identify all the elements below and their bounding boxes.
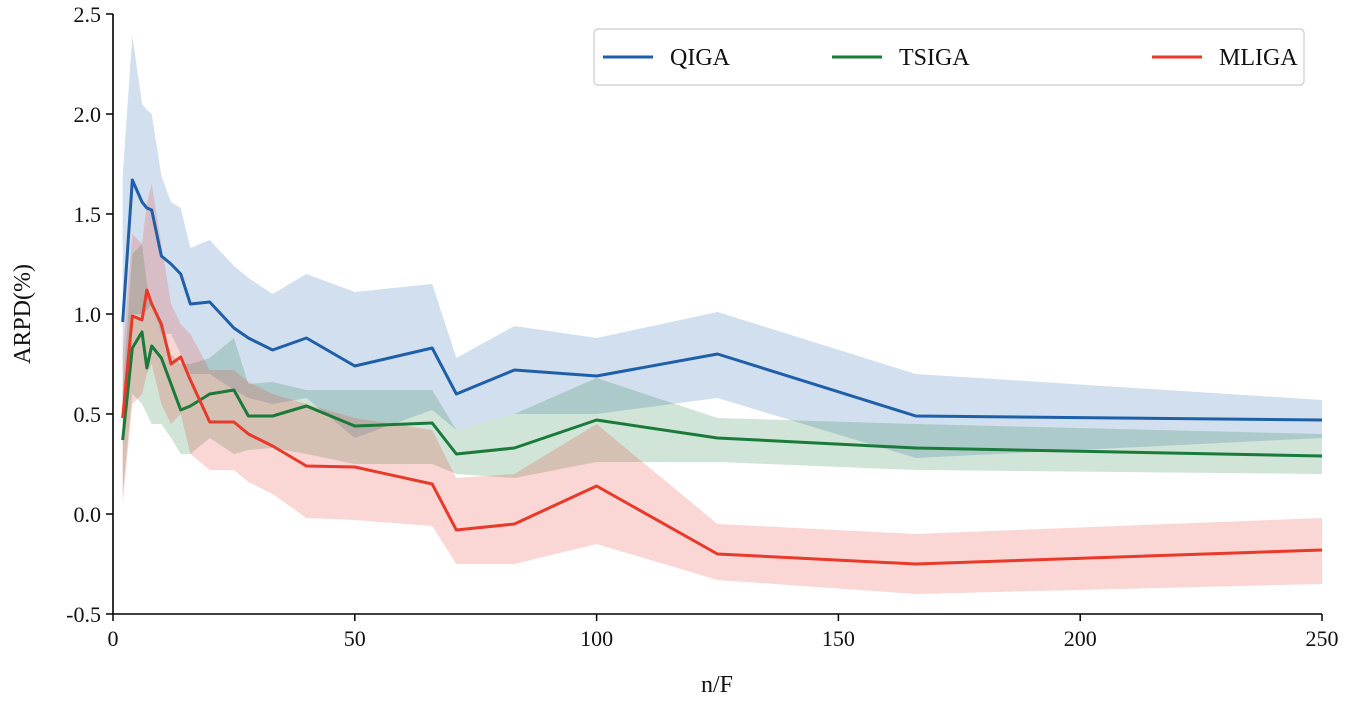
legend-box — [593, 28, 1305, 86]
mliga-line — [121, 288, 1323, 566]
y-tick-label: 2.0 — [74, 102, 102, 127]
legend-label: MLIGA — [1219, 45, 1298, 71]
legend-label: QIGA — [670, 45, 731, 71]
y-tick-label: 2.5 — [74, 2, 102, 27]
legend-item-qiga: QIGA — [603, 45, 731, 71]
x-tick-label: 100 — [580, 626, 613, 651]
confidence-bands — [122, 36, 1322, 594]
y-tick-label: -0.5 — [66, 602, 101, 627]
x-tick-label: 50 — [344, 626, 366, 651]
x-ticks: 0 50 100 150 200 250 — [108, 614, 1339, 651]
x-tick-label: 0 — [108, 626, 119, 651]
y-tick-label: 1.0 — [74, 302, 102, 327]
x-tick-label: 150 — [822, 626, 855, 651]
series-lines — [121, 178, 1323, 566]
qiga-band — [122, 36, 1322, 458]
x-axis-label: n/F — [701, 672, 733, 698]
y-tick-label: 0.5 — [74, 402, 102, 427]
y-axis-label: ARPD(%) — [10, 264, 36, 364]
y-tick-label: 0.0 — [74, 502, 102, 527]
mliga-band — [122, 184, 1322, 594]
legend-label: TSIGA — [899, 45, 970, 71]
x-tick-label: 250 — [1306, 626, 1339, 651]
x-tick-label: 200 — [1064, 626, 1097, 651]
y-ticks: -0.5 0.0 0.5 1.0 1.5 2.0 2.5 — [66, 2, 113, 627]
legend: QIGA TSIGA MLIGA — [593, 28, 1305, 86]
y-tick-label: 1.5 — [74, 202, 102, 227]
tsiga-band — [122, 244, 1322, 494]
legend-item-mliga: MLIGA — [1152, 45, 1298, 71]
qiga-line — [121, 178, 1323, 422]
tsiga-line — [121, 330, 1323, 458]
legend-item-tsiga: TSIGA — [832, 45, 970, 71]
